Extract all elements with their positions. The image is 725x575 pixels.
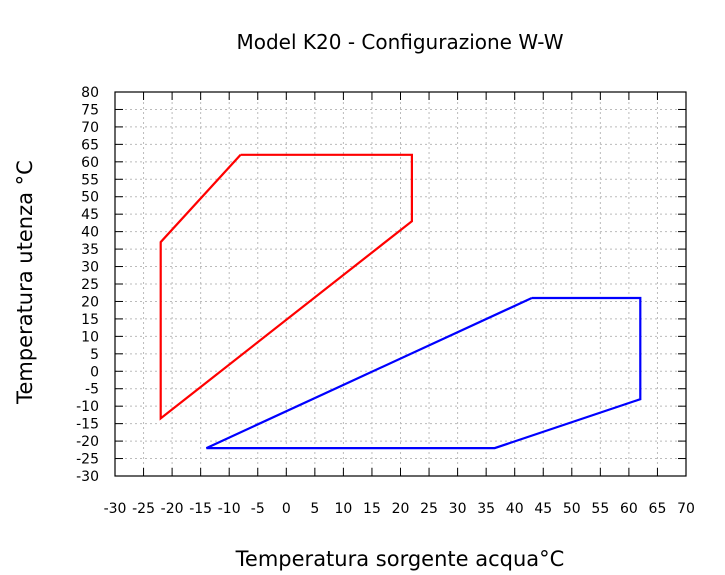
y-tick-label: 75 xyxy=(81,102,99,118)
y-tick-label: 60 xyxy=(81,155,99,171)
series-line-red xyxy=(159,153,413,421)
y-tick-label: 15 xyxy=(81,312,99,328)
y-tick-label: -20 xyxy=(76,434,99,450)
series-line-blue xyxy=(205,296,642,450)
y-tick-label: -15 xyxy=(76,417,99,433)
y-tick-label: 30 xyxy=(81,260,99,276)
y-tick-label: 35 xyxy=(81,242,99,258)
x-tick-label: 10 xyxy=(334,501,352,517)
x-tick-label: -30 xyxy=(104,501,127,517)
x-tick-label: 15 xyxy=(363,501,381,517)
y-tick-label: 45 xyxy=(81,207,99,223)
x-tick-label: 35 xyxy=(477,501,495,517)
y-tick-label: 80 xyxy=(81,85,99,101)
y-tick-label: 25 xyxy=(81,277,99,293)
y-tick-label: 55 xyxy=(81,172,99,188)
x-tick-label: 70 xyxy=(677,501,695,517)
data-series xyxy=(159,153,642,450)
x-tick-label: 55 xyxy=(591,501,609,517)
y-tick-label: -25 xyxy=(76,452,99,468)
x-tick-label: -5 xyxy=(251,501,265,517)
y-tick-label: 70 xyxy=(81,120,99,136)
axis-ticks: -30 -25 -20 -15 -10 -5 0 5 10 15 20 25 30 35 40 45 50 55 6… xyxy=(76,85,695,517)
x-tick-label: -20 xyxy=(161,501,184,517)
y-tick-label: 0 xyxy=(90,364,99,380)
chart-title: Model K20 - Configurazione W-W xyxy=(236,30,563,54)
y-tick-label: -5 xyxy=(85,382,99,398)
x-tick-label: -10 xyxy=(218,501,241,517)
y-tick-label: 5 xyxy=(90,347,99,363)
x-tick-label: -25 xyxy=(132,501,155,517)
y-tick-label: -30 xyxy=(76,469,99,485)
y-axis-label: Temperatura utenza °C xyxy=(13,160,37,405)
y-tick-label: 10 xyxy=(81,329,99,345)
grid xyxy=(115,92,686,476)
x-tick-label: -15 xyxy=(189,501,212,517)
x-tick-label: 25 xyxy=(420,501,438,517)
x-tick-label: 50 xyxy=(563,501,581,517)
x-tick-label: 45 xyxy=(534,501,552,517)
x-tick-label: 0 xyxy=(282,501,291,517)
x-tick-label: 40 xyxy=(506,501,524,517)
x-tick-label: 60 xyxy=(620,501,638,517)
y-tick-label: 40 xyxy=(81,225,99,241)
x-axis-label: Temperatura sorgente acqua°C xyxy=(235,547,565,571)
x-tick-label: 30 xyxy=(449,501,467,517)
x-tick-label: 65 xyxy=(649,501,667,517)
plot-area-frame xyxy=(114,91,687,477)
x-tick-label: 20 xyxy=(392,501,410,517)
y-tick-label: 50 xyxy=(81,190,99,206)
y-tick-label: -10 xyxy=(76,399,99,415)
y-tick-label: 65 xyxy=(81,137,99,153)
y-tick-label: 20 xyxy=(81,294,99,310)
x-tick-label: 5 xyxy=(310,501,319,517)
